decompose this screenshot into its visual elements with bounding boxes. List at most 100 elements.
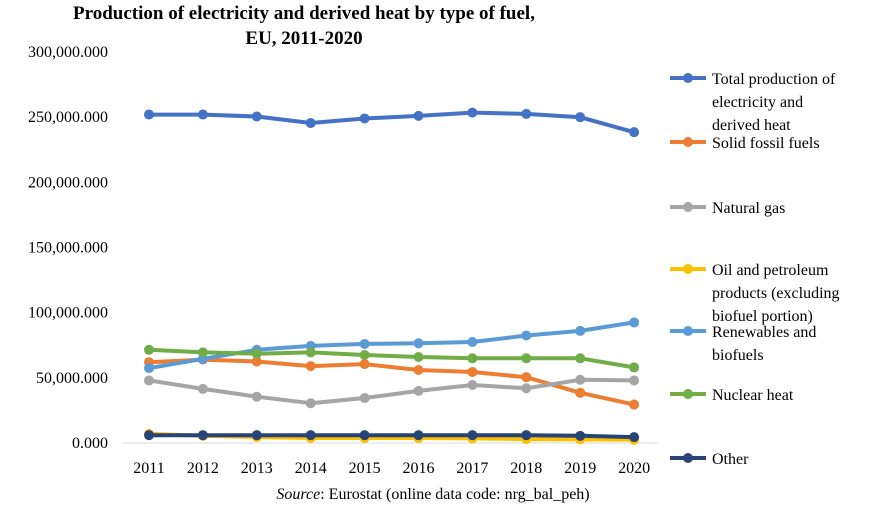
data-point — [413, 338, 424, 349]
series-4 — [144, 317, 640, 374]
legend-swatch-marker — [683, 73, 693, 83]
legend-item: Nuclear heat — [670, 387, 794, 404]
chart-title-line-2: EU, 2011-2020 — [245, 28, 362, 49]
data-point — [197, 383, 208, 394]
data-point — [521, 372, 532, 383]
source-label: Source — [276, 486, 320, 503]
data-point — [197, 109, 208, 120]
data-point — [359, 350, 370, 361]
legend-label: biofuels — [712, 347, 764, 364]
data-point — [629, 399, 640, 410]
data-point — [359, 359, 370, 370]
legend-label: Solid fossil fuels — [712, 135, 820, 152]
legend-label: products (excluding — [712, 285, 840, 302]
series-6 — [144, 430, 640, 443]
series-0 — [144, 107, 640, 138]
legend-swatch-marker — [683, 264, 693, 274]
legend-item: Renewables and biofuels — [670, 324, 816, 364]
data-point — [575, 112, 586, 123]
x-tick-label: 2014 — [295, 460, 327, 477]
legend-item: Oil and petroleum products (excluding biof… — [670, 262, 840, 325]
series-line — [147, 433, 637, 440]
data-point — [144, 375, 154, 386]
data-point — [413, 365, 424, 376]
data-point — [413, 385, 424, 396]
legend-label: Other — [712, 451, 749, 468]
series-line — [147, 347, 637, 370]
legend-item: Other — [670, 451, 749, 468]
data-point — [575, 430, 586, 441]
x-tick-label: 2012 — [187, 460, 219, 477]
data-point — [467, 366, 478, 377]
series-line — [147, 377, 637, 406]
data-point — [467, 353, 478, 364]
legend-swatch-marker — [683, 453, 693, 463]
data-point — [521, 330, 532, 341]
data-point — [305, 398, 316, 409]
data-point — [575, 325, 586, 336]
legend-item: Solid fossil fuels — [670, 135, 820, 152]
legend-label: derived heat — [712, 117, 791, 134]
data-point — [144, 363, 154, 374]
legend-label: Oil and petroleum — [712, 262, 829, 279]
y-tick-label: 50,000.000 — [36, 370, 108, 387]
legend-swatch-marker — [683, 137, 693, 147]
data-point — [521, 108, 532, 119]
data-point — [251, 348, 262, 359]
x-tick-label: 2018 — [510, 460, 542, 477]
data-point — [144, 430, 154, 441]
legend-swatch-marker — [683, 202, 693, 212]
data-point — [359, 430, 370, 441]
x-tick-label: 2016 — [403, 460, 435, 477]
data-point — [521, 430, 532, 441]
data-point — [629, 362, 640, 373]
source-note: Source: Eurostat (online data code: nrg_… — [276, 486, 589, 503]
x-tick-label: 2017 — [456, 460, 488, 477]
data-point — [197, 347, 208, 358]
data-point — [467, 430, 478, 441]
series-2 — [144, 374, 640, 409]
series-line — [147, 110, 637, 135]
data-point — [305, 347, 316, 358]
series-layer — [144, 107, 640, 445]
x-tick-label: 2015 — [349, 460, 381, 477]
x-tick-label: 2020 — [618, 460, 650, 477]
y-tick-label: 0.000 — [72, 435, 108, 452]
data-point — [629, 432, 640, 443]
data-point — [251, 356, 262, 367]
data-point — [413, 110, 424, 121]
data-point — [359, 393, 370, 404]
x-tick-label: 2011 — [133, 460, 164, 477]
data-point — [413, 430, 424, 441]
source-text: : Eurostat (online data code: nrg_bal_pe… — [320, 486, 589, 503]
data-point — [251, 430, 262, 441]
data-point — [305, 118, 316, 129]
data-point — [144, 109, 154, 120]
legend-label: Nuclear heat — [712, 387, 794, 404]
legend: Total production of electricity and derive… — [670, 71, 840, 468]
legend-item: Natural gas — [670, 200, 785, 217]
data-point — [575, 387, 586, 398]
legend-label: Renewables and — [712, 324, 816, 341]
series-5 — [144, 344, 640, 373]
data-point — [305, 361, 316, 372]
data-point — [251, 391, 262, 402]
data-point — [467, 336, 478, 347]
data-point — [467, 107, 478, 118]
legend-item: Total production of electricity and derive… — [670, 71, 836, 134]
data-point — [305, 430, 316, 441]
data-point — [359, 113, 370, 124]
x-axis: 2011 2012 2013 2014 2015 2016 2017 2018 2019 2020 — [122, 442, 658, 477]
y-tick-label: 200,000.000 — [28, 174, 108, 191]
legend-label: Natural gas — [712, 200, 785, 217]
data-point — [413, 351, 424, 362]
legend-label: biofuel portion) — [712, 308, 813, 325]
y-tick-label: 300,000.000 — [28, 44, 108, 61]
data-point — [629, 375, 640, 386]
y-axis: 0.000 50,000.000 100,000.000 150,000.000 200… — [28, 44, 108, 452]
data-point — [629, 317, 640, 328]
data-point — [251, 111, 262, 122]
data-point — [629, 127, 640, 138]
data-point — [521, 353, 532, 364]
